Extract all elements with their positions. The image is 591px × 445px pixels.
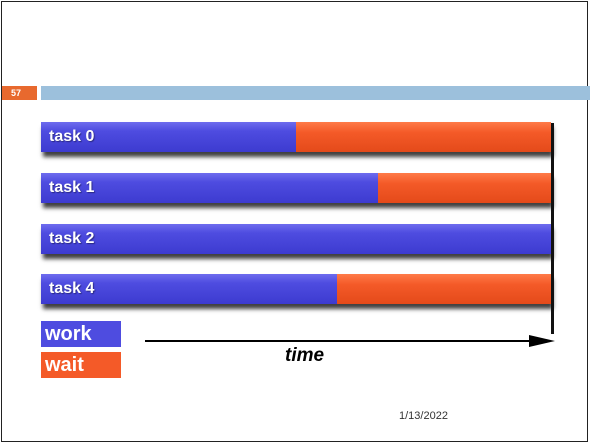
header-bar	[41, 86, 590, 100]
legend-wait: wait	[41, 352, 121, 378]
task-bar-0: task 0	[41, 122, 551, 152]
work-segment	[41, 122, 296, 152]
wait-segment	[377, 173, 551, 203]
work-segment	[41, 224, 551, 254]
task-bar-3: task 4	[41, 274, 551, 304]
page-number-badge: 57	[2, 86, 37, 100]
work-segment	[41, 173, 378, 203]
task-bar-1: task 1	[41, 173, 551, 203]
wait-segment	[296, 122, 551, 152]
task-bar-2: task 2	[41, 224, 551, 254]
time-axis-label: time	[285, 345, 325, 366]
task-label: task 4	[49, 280, 95, 297]
task-label: task 0	[49, 128, 95, 145]
slide-date: 1/13/2022	[399, 410, 448, 422]
wait-segment	[336, 274, 551, 304]
task-label: task 2	[49, 230, 95, 247]
time-end-line	[551, 123, 554, 334]
task-label: task 1	[49, 179, 95, 196]
legend-work: work	[41, 321, 121, 347]
time-arrow	[145, 335, 555, 347]
work-segment	[41, 274, 337, 304]
